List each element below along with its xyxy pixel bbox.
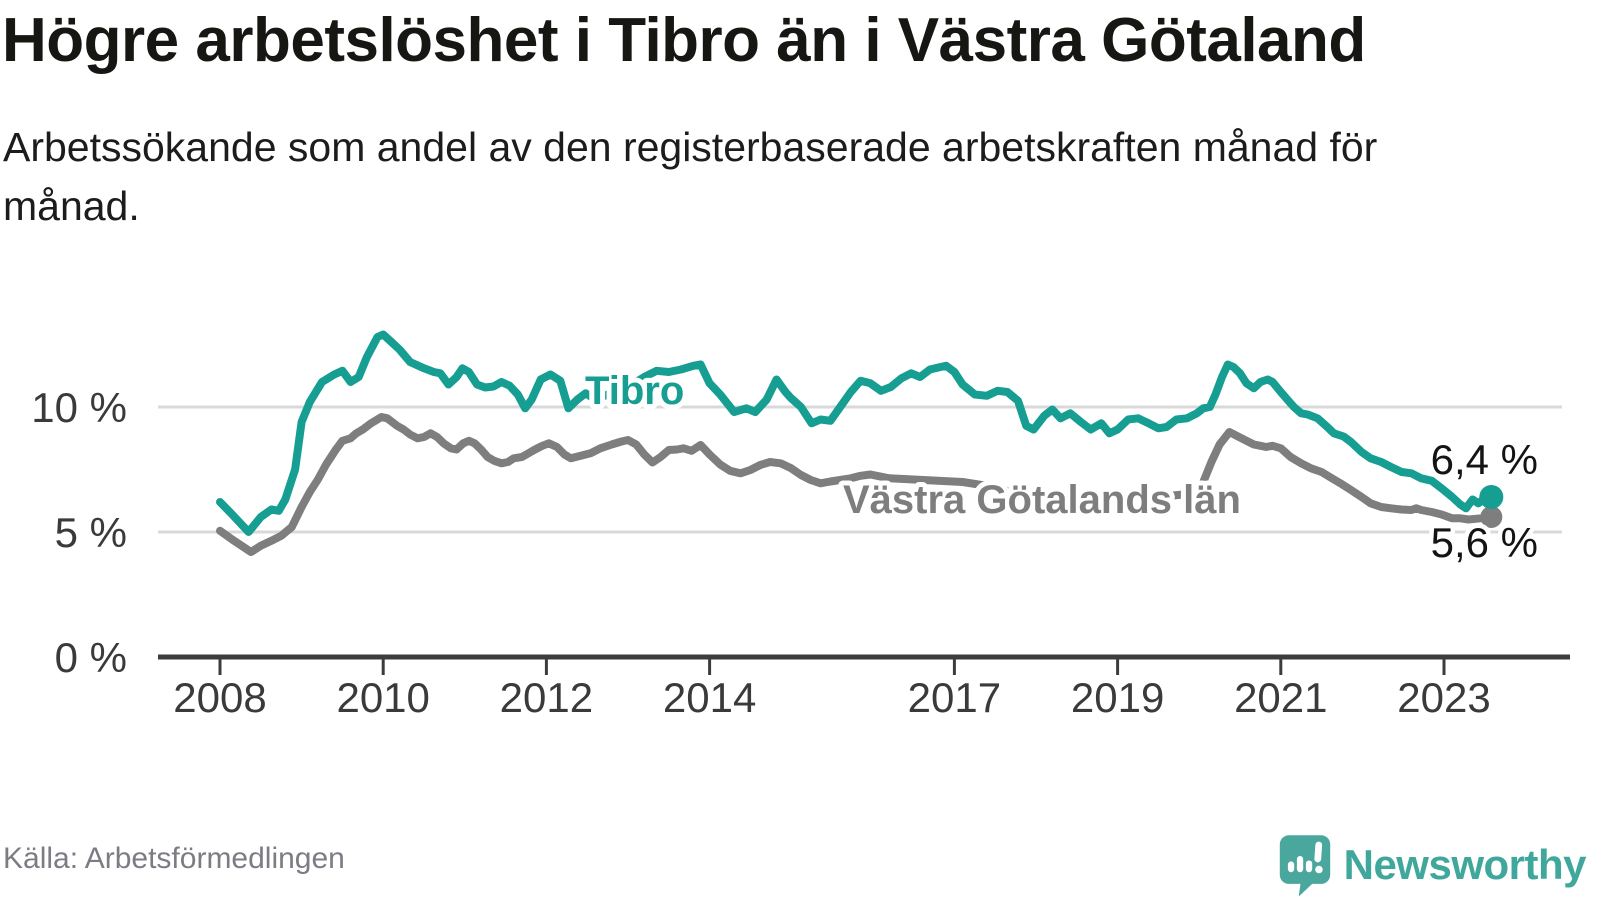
- series-label-region: Västra Götalands län: [843, 478, 1241, 522]
- end-point-dots: [1479, 485, 1504, 528]
- x-tick-label: 2017: [908, 674, 1001, 721]
- x-tick-label: 2021: [1234, 674, 1327, 721]
- series-line-tibro: [216, 330, 1496, 536]
- y-tick-label: 0 %: [55, 634, 127, 681]
- page-subtitle: Arbetssökande som andel av den registerb…: [3, 124, 1378, 230]
- source-note: Källa: Arbetsförmedlingen: [3, 842, 345, 875]
- end-value-labels: 6,4 % 5,6 %: [1426, 432, 1542, 571]
- end-dot-region: [1480, 506, 1503, 528]
- x-axis: 2008 2010 2012 2014 2017 2019 2021 2023: [158, 654, 1570, 721]
- x-tick-label: 2008: [173, 674, 266, 721]
- series-line-region: [216, 413, 1496, 556]
- series-labels: Tibro Västra Götalands län: [580, 364, 1246, 527]
- x-tick-label: 2014: [663, 674, 756, 721]
- newsworthy-brand: Newsworthy: [1278, 832, 1587, 898]
- newsworthy-logo-text: Newsworthy: [1343, 841, 1587, 888]
- gridlines: 0 % 5 % 10 %: [31, 384, 1562, 681]
- series-lines: [216, 330, 1496, 556]
- series-label-tibro: Tibro: [585, 369, 684, 413]
- x-tick-label: 2019: [1071, 674, 1164, 721]
- end-value-label-region: 5,6 %: [1431, 519, 1538, 566]
- end-dot-tibro: [1479, 485, 1504, 509]
- page-title: Högre arbetslöshet i Tibro än i Västra G…: [2, 6, 1366, 75]
- x-tick-label: 2023: [1397, 674, 1490, 721]
- x-tick-label: 2012: [500, 674, 593, 721]
- newsworthy-logo-icon: [1279, 835, 1330, 897]
- x-tick-label: 2010: [336, 674, 429, 721]
- y-tick-label: 10 %: [31, 384, 127, 431]
- end-value-label-tibro: 6,4 %: [1431, 436, 1538, 483]
- y-tick-label: 5 %: [55, 509, 127, 556]
